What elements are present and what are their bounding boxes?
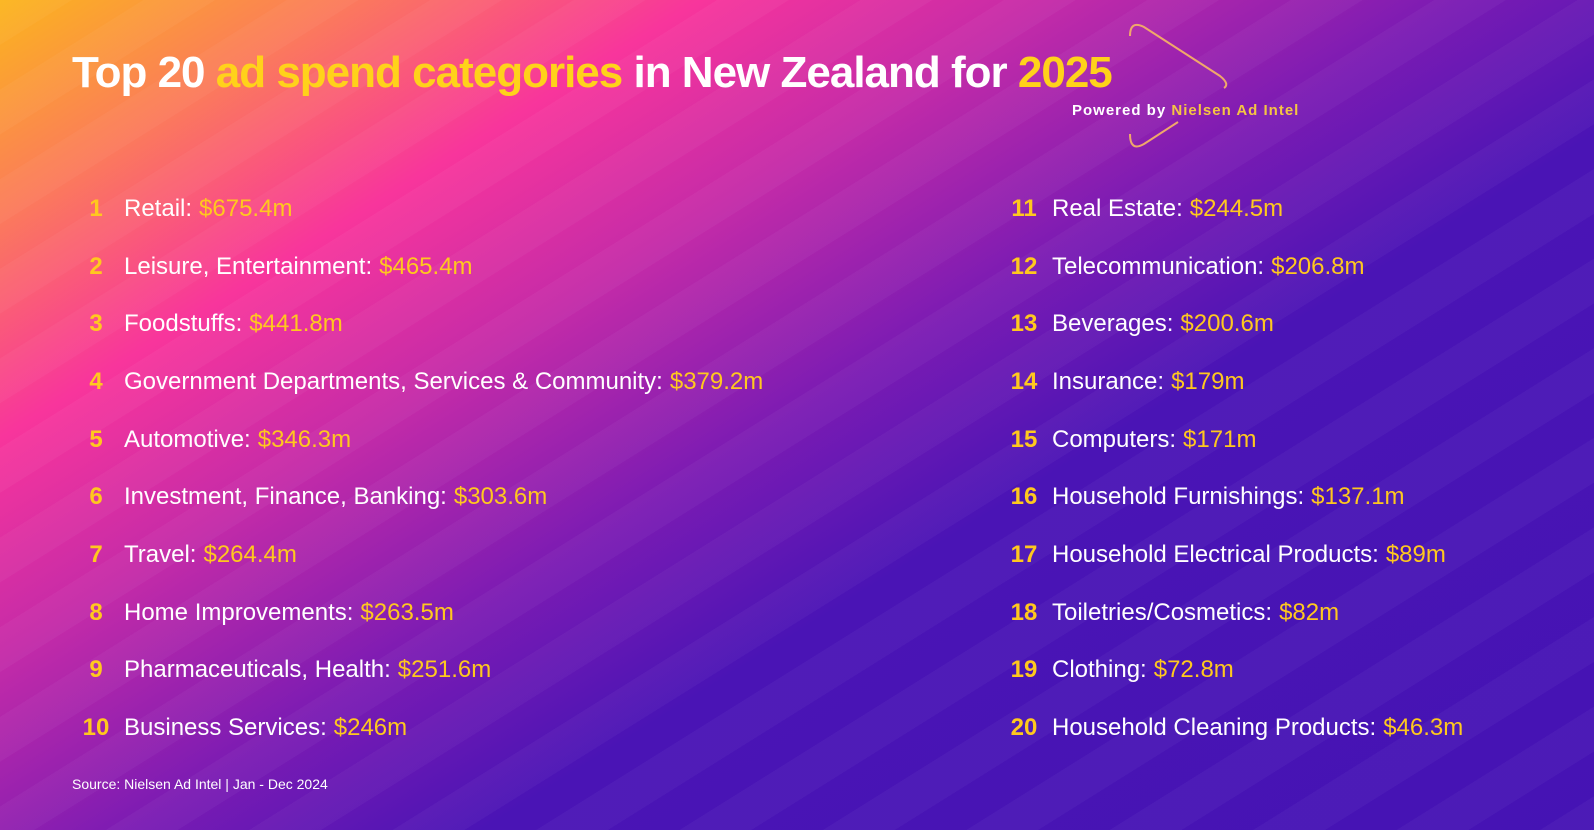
list-item: 5 Automotive: $346.3m <box>68 411 763 469</box>
category-label: Foodstuffs: <box>124 310 243 338</box>
play-triangle-logo-icon <box>1129 23 1228 148</box>
spend-value: $171m <box>1183 425 1257 453</box>
list-item: 15 Computers: $171m <box>996 411 1463 469</box>
spend-value: $46.3m <box>1383 714 1464 742</box>
category-label: Leisure, Entertainment: <box>124 252 373 280</box>
rank-number: 13 <box>1010 310 1038 338</box>
spend-value: $137.1m <box>1311 483 1405 511</box>
title-highlight: ad spend categories <box>215 48 623 97</box>
category-label: Pharmaceuticals, Health: <box>124 656 391 684</box>
rank-number: 14 <box>1010 367 1038 395</box>
list-right: 11 Real Estate: $244.5m 12 Telecommunication… <box>996 180 1464 757</box>
title-year: 2025 <box>1017 48 1113 97</box>
list-item: 10 Business Services: $246m <box>68 699 763 757</box>
spend-value: $179m <box>1171 367 1245 395</box>
category-label: Clothing: <box>1052 656 1147 684</box>
category-label: Household Electrical Products: <box>1052 540 1379 568</box>
list-item: 19 Clothing: $72.8m <box>996 642 1463 700</box>
list-item: 20 Household Cleaning Products: $46.3m <box>996 699 1464 757</box>
category-label: Real Estate: <box>1052 194 1183 222</box>
spend-value: $441.8m <box>249 310 343 338</box>
page-title: Top 20 ad spend categories in New Zealan… <box>72 48 1113 98</box>
rank-number: 2 <box>89 252 103 280</box>
rank-number: 3 <box>89 310 103 338</box>
rank-number: 5 <box>89 425 103 453</box>
category-label: Business Services: <box>124 714 327 742</box>
list-item: 18 Toiletries/Cosmetics: $82m <box>996 584 1463 642</box>
category-label: Insurance: <box>1052 367 1165 395</box>
spend-value: $89m <box>1385 540 1446 568</box>
spend-value: $263.5m <box>360 598 454 626</box>
list-item: 9 Pharmaceuticals, Health: $251.6m <box>68 642 763 700</box>
spend-value: $206.8m <box>1271 252 1365 280</box>
list-item: 6 Investment, Finance, Banking: $303.6m <box>68 468 763 526</box>
list-item: 3 Foodstuffs: $441.8m <box>68 295 763 353</box>
spend-value: $244.5m <box>1189 194 1284 222</box>
category-label: Toiletries/Cosmetics: <box>1052 598 1273 626</box>
category-label: Automotive: <box>124 425 251 453</box>
rank-number: 8 <box>89 598 103 626</box>
category-label: Retail: <box>124 194 193 222</box>
spend-value: $675.4m <box>199 194 293 222</box>
category-label: Computers: <box>1052 425 1177 453</box>
list-item: 16 Household Furnishings: $137.1m <box>996 468 1463 526</box>
rank-number: 12 <box>1010 252 1038 280</box>
category-label: Beverages: <box>1052 310 1174 338</box>
spend-value: $465.4m <box>379 252 473 280</box>
category-label: Government Departments, Services & Commu… <box>124 367 663 395</box>
spend-value: $379.2m <box>669 367 764 395</box>
powered-prefix: Powered by <box>1072 102 1167 119</box>
list-item: 12 Telecommunication: $206.8m <box>996 238 1463 296</box>
spend-value: $303.6m <box>453 483 548 511</box>
spend-value: $82m <box>1279 598 1340 626</box>
list-item: 4 Government Departments, Services & Comm… <box>68 353 763 411</box>
title-part: in New Zealand for <box>633 48 1007 97</box>
category-label: Investment, Finance, Banking: <box>124 483 447 511</box>
list-item: 8 Home Improvements: $263.5m <box>68 584 763 642</box>
list-item: 11 Real Estate: $244.5m <box>996 180 1463 238</box>
rank-number: 6 <box>89 483 103 511</box>
list-left: 1 Retail: $675.4m 2 Leisure, Entertainment: $… <box>68 180 764 757</box>
list-item: 2 Leisure, Entertainment: $465.4m <box>68 238 763 296</box>
powered-brand: Nielsen Ad Intel <box>1171 102 1300 119</box>
list-item: 13 Beverages: $200.6m <box>996 295 1463 353</box>
rank-number: 20 <box>1010 714 1038 742</box>
list-item: 14 Insurance: $179m <box>996 353 1463 411</box>
spend-value: $346.3m <box>257 425 352 453</box>
rank-number: 16 <box>1010 483 1038 511</box>
rank-number: 1 <box>89 194 103 222</box>
spend-value: $251.6m <box>397 656 492 684</box>
category-label: Household Cleaning Products: <box>1052 714 1377 742</box>
rank-number: 7 <box>89 540 103 568</box>
spend-value: $246m <box>333 714 408 742</box>
rank-number: 9 <box>89 656 103 684</box>
rank-number: 15 <box>1010 425 1038 453</box>
powered-by: Powered by Nielsen Ad Intel <box>1072 102 1299 119</box>
source-note: Source: Nielsen Ad Intel | Jan - Dec 202… <box>72 776 328 792</box>
spend-value: $264.4m <box>203 540 297 568</box>
category-label: Home Improvements: <box>124 598 354 626</box>
list-item: 17 Household Electrical Products: $89m <box>996 526 1463 584</box>
rank-number: 17 <box>1010 540 1038 568</box>
category-label: Travel: <box>124 540 197 568</box>
category-label: Telecommunication: <box>1052 252 1265 280</box>
rank-number: 11 <box>1011 194 1037 222</box>
category-label: Household Furnishings: <box>1052 483 1305 511</box>
spend-value: $200.6m <box>1180 310 1274 338</box>
title-part: Top 20 <box>72 48 206 97</box>
list-item: 7 Travel: $264.4m <box>68 526 763 584</box>
rank-number: 18 <box>1010 598 1038 626</box>
list-item: 1 Retail: $675.4m <box>68 180 763 238</box>
rank-number: 4 <box>89 367 103 395</box>
spend-value: $72.8m <box>1153 656 1234 684</box>
rank-number: 10 <box>82 714 110 742</box>
rank-number: 19 <box>1010 656 1038 684</box>
